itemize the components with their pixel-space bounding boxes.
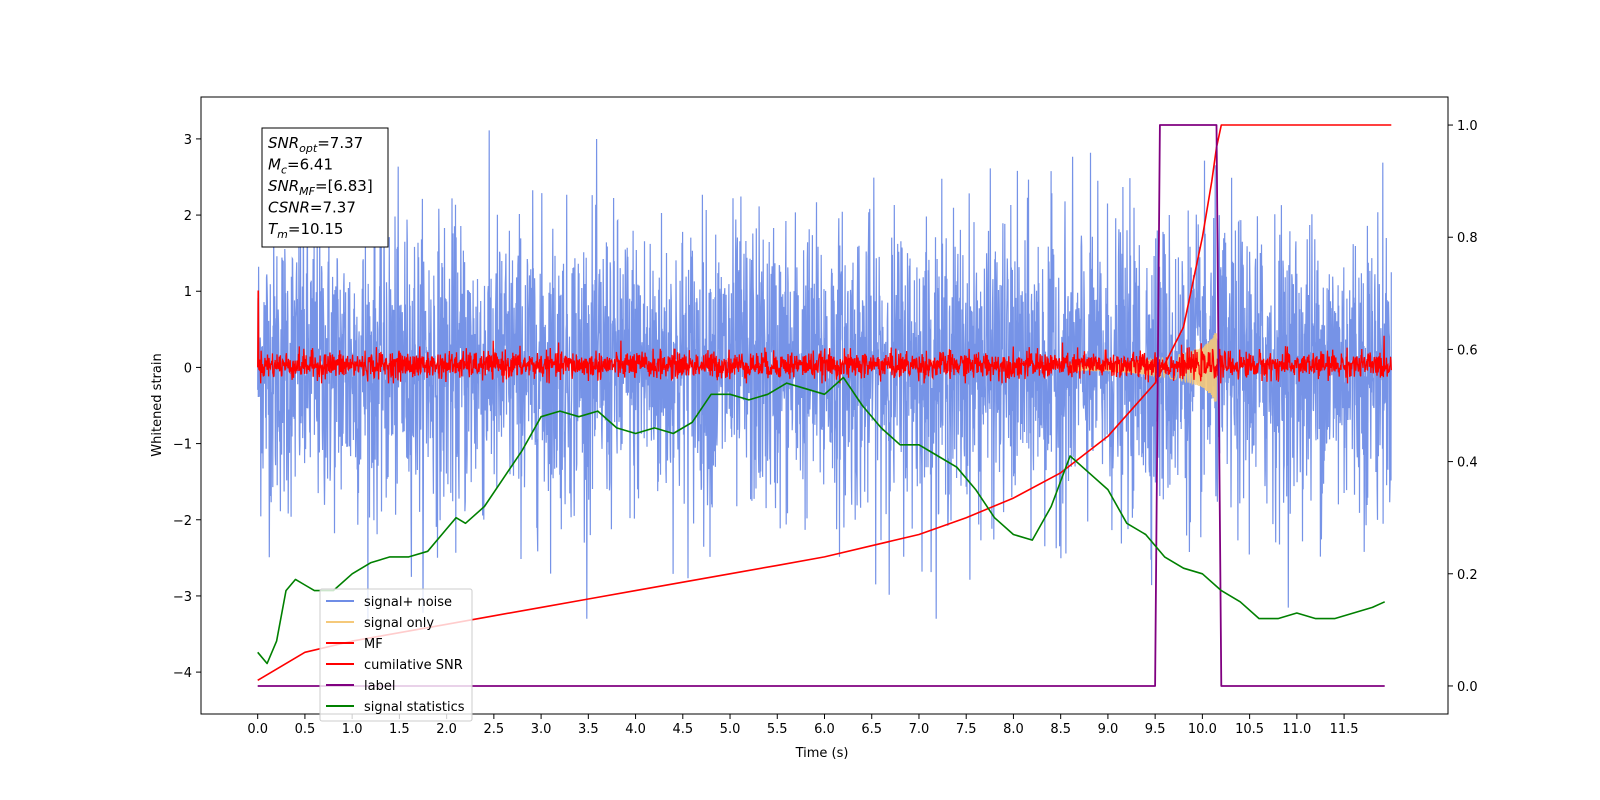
- x-tick-label: 4.0: [625, 722, 646, 737]
- x-tick-label: 0.5: [295, 722, 316, 737]
- x-tick-label: 2.0: [436, 722, 457, 737]
- x-tick-label: 9.0: [1098, 722, 1119, 737]
- x-tick-label: 6.5: [861, 722, 882, 737]
- y-axis-right: 1.0 0.8 0.6 0.4 0.2 0.0: [1448, 119, 1478, 695]
- x-tick-label: 3.0: [531, 722, 552, 737]
- x-tick-label: 6.0: [814, 722, 835, 737]
- annotation-line: SNRopt=7.37: [268, 134, 363, 155]
- x-tick-label: 8.0: [1003, 722, 1024, 737]
- y2-tick-label: 0.8: [1457, 231, 1478, 246]
- y-tick-label: 0: [184, 361, 192, 376]
- annotation-line: SNRMF=[6.83]: [268, 177, 373, 198]
- x-tick-label: 3.5: [578, 722, 599, 737]
- y-tick-label: −3: [173, 590, 192, 605]
- x-tick-label: 11.0: [1282, 722, 1311, 737]
- y2-tick-label: 0.2: [1457, 568, 1478, 583]
- legend-label: cumilative SNR: [364, 658, 463, 673]
- x-tick-label: 10.0: [1188, 722, 1217, 737]
- y-axis-label: Whitened strain: [150, 353, 165, 456]
- y-tick-label: −2: [173, 514, 192, 529]
- legend-label: MF: [364, 637, 383, 652]
- series-signal-statistics: [257, 376, 1386, 665]
- y2-tick-label: 0.0: [1457, 680, 1478, 695]
- x-tick-label: 8.5: [1050, 722, 1071, 737]
- y-tick-label: −1: [173, 438, 192, 453]
- legend-label: signal statistics: [364, 700, 465, 715]
- annotation-line: Tm=10.15: [268, 220, 343, 241]
- series-signal-only: [1069, 333, 1218, 402]
- y-tick-label: −4: [173, 666, 192, 681]
- x-tick-label: 11.5: [1330, 722, 1359, 737]
- x-tick-label: 7.5: [956, 722, 977, 737]
- legend: signal+ noise signal only MF cumilative SNR…: [319, 588, 473, 722]
- series-mf: [257, 290, 1392, 384]
- annotation-line: CSNR=7.37: [268, 199, 356, 217]
- y-tick-label: 3: [184, 133, 192, 148]
- series-signal-noise: [257, 130, 1392, 619]
- x-axis-label: Time (s): [795, 746, 849, 761]
- x-tick-label: 1.5: [389, 722, 410, 737]
- y-axis-left: 3 2 1 0 −1 −2 −3 −4: [173, 133, 201, 681]
- y2-tick-label: 0.4: [1457, 456, 1478, 471]
- x-tick-label: 4.5: [672, 722, 693, 737]
- x-tick-label: 2.5: [484, 722, 505, 737]
- legend-label: signal only: [364, 616, 434, 631]
- x-tick-label: 9.5: [1145, 722, 1166, 737]
- annotation-line: Mc=6.41: [268, 156, 333, 177]
- x-axis: 0.0 0.5 1.0 1.5 2.0 2.5 3.0 3.5 4.0 4.5 5.0 5.5 6.0 6…: [247, 714, 1359, 737]
- annotation-frame: [261, 127, 389, 248]
- x-tick-label: 10.5: [1235, 722, 1264, 737]
- x-tick-label: 0.0: [247, 722, 268, 737]
- legend-label: label: [364, 679, 395, 694]
- y-tick-label: 2: [184, 209, 192, 224]
- legend-frame: [319, 588, 473, 722]
- x-tick-label: 5.5: [767, 722, 788, 737]
- legend-label: signal+ noise: [364, 595, 452, 610]
- y-tick-label: 1: [184, 285, 192, 300]
- x-tick-label: 1.0: [342, 722, 363, 737]
- series-label: [257, 124, 1385, 687]
- x-tick-label: 7.0: [909, 722, 930, 737]
- y2-tick-label: 1.0: [1457, 119, 1478, 134]
- x-tick-label: 5.0: [720, 722, 741, 737]
- y2-tick-label: 0.6: [1457, 343, 1478, 358]
